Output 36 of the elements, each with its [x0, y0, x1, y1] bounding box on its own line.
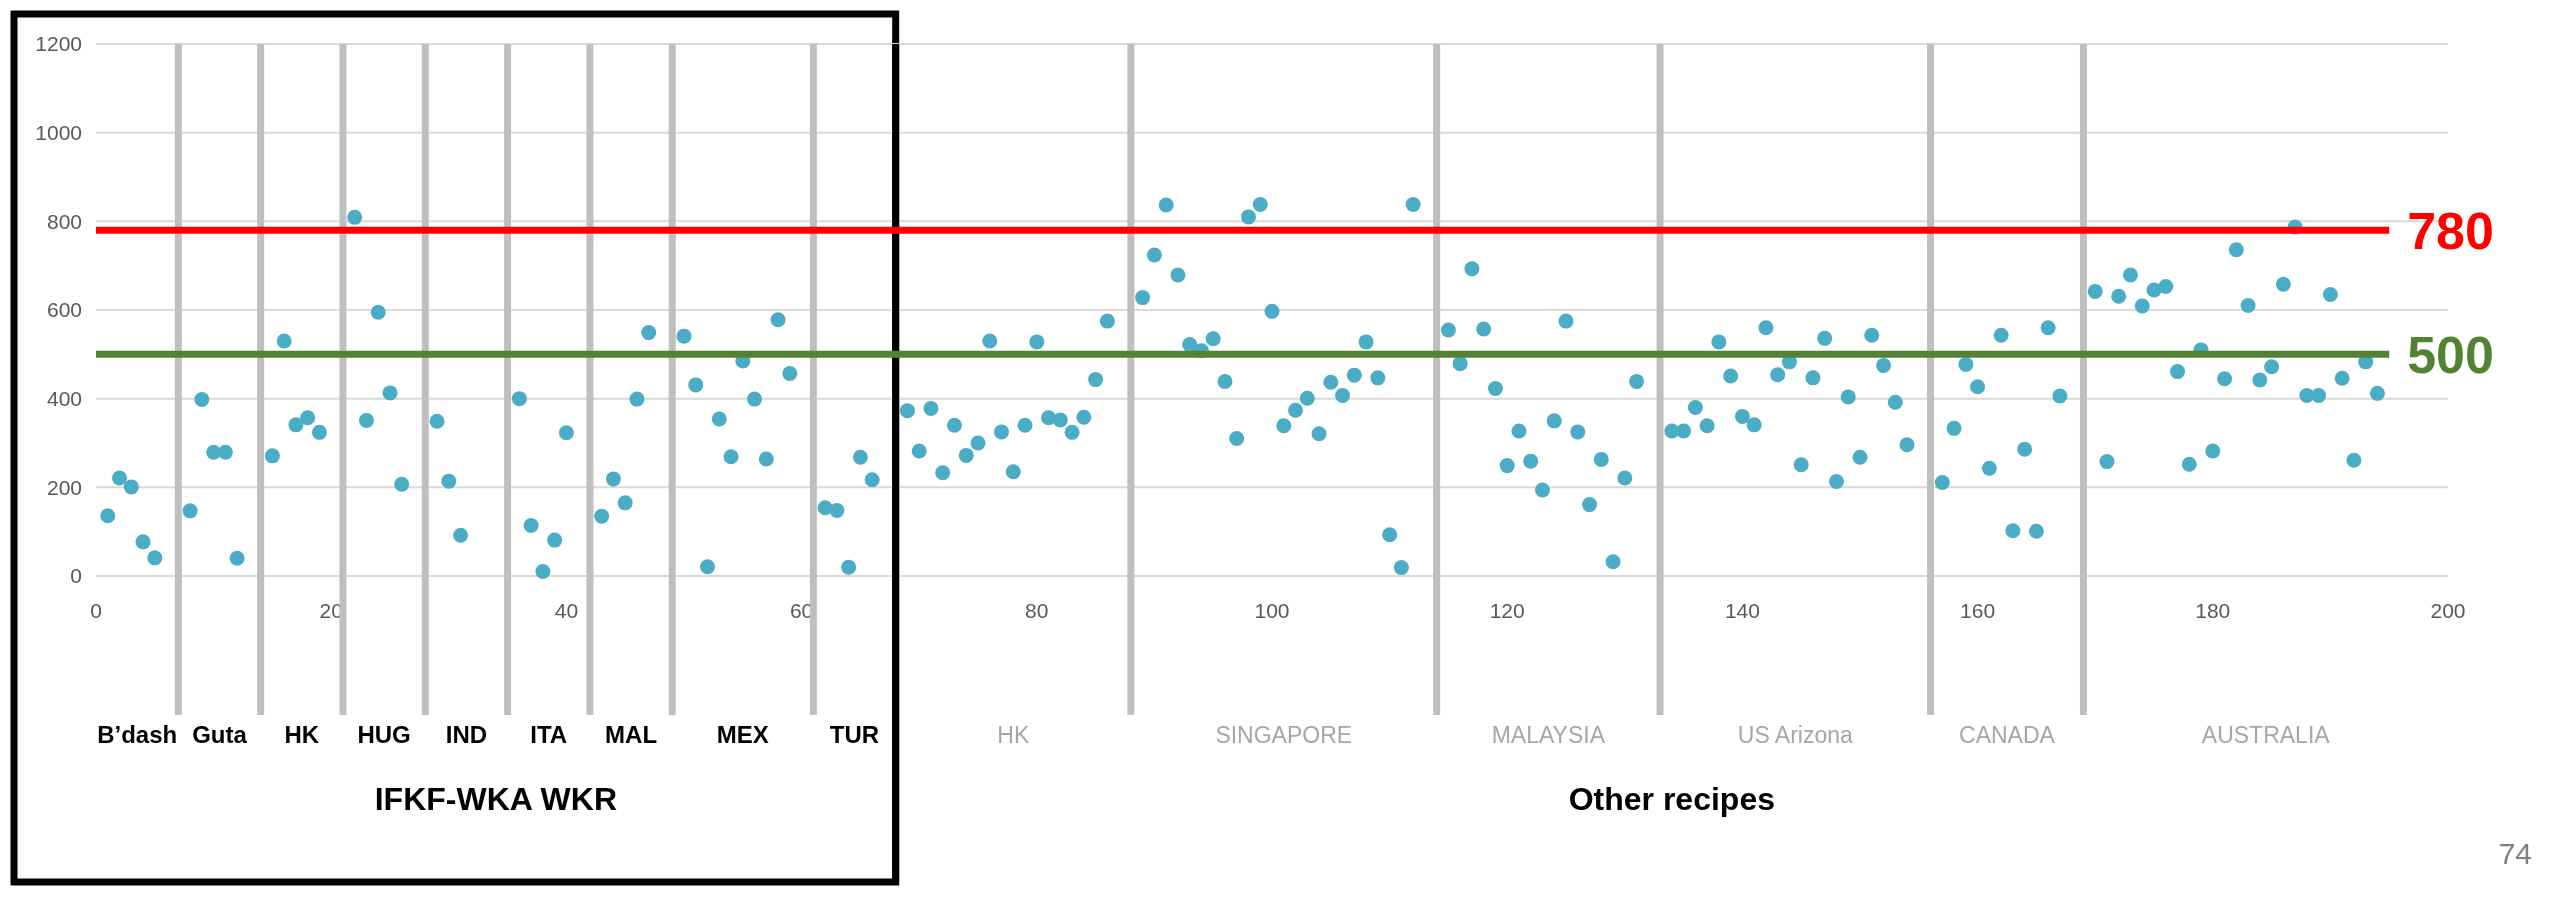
y-tick-label: 800	[46, 209, 82, 233]
x-tick-label: 40	[554, 599, 579, 622]
text: ITA	[530, 721, 568, 748]
text: IND	[445, 721, 488, 748]
text: MALAYSIA	[1491, 722, 1606, 748]
text: US Arizona	[1737, 722, 1854, 748]
x-tick-label: 80	[1025, 599, 1049, 622]
x-tick-label: 140	[1724, 599, 1760, 622]
x-tick-label: 0	[90, 599, 102, 622]
y-tick-label: 1000	[35, 121, 82, 145]
text: HK	[997, 722, 1030, 748]
y-tick-label: 200	[46, 475, 82, 499]
x-tick-label: 180	[2195, 599, 2231, 622]
text: HK	[284, 721, 320, 748]
text: Guta	[192, 721, 248, 748]
x-tick-label: 160	[1960, 599, 1996, 622]
y-tick-label: 1200	[35, 32, 82, 56]
x-tick-label: 100	[1254, 599, 1290, 622]
text: TUR	[829, 721, 880, 748]
text: HUG	[357, 721, 411, 748]
text: Other recipes	[1568, 781, 1775, 817]
text: 74	[2498, 837, 2532, 870]
text: MEX	[716, 721, 769, 748]
x-tick-label: 200	[2430, 599, 2466, 622]
text: IFKF-WKA WKR	[374, 781, 617, 817]
y-tick-label: 400	[46, 387, 82, 411]
y-tick-label: 600	[46, 298, 82, 322]
y-tick-label: 0	[70, 564, 82, 588]
x-tick-label: 120	[1489, 599, 1525, 622]
ref-line-label: 500	[2407, 326, 2494, 385]
text: CANADA	[1959, 722, 2056, 748]
text: B’dash	[97, 721, 178, 748]
ref-line-label: 780	[2407, 201, 2494, 260]
text: SINGAPORE	[1215, 722, 1353, 748]
text: MAL	[605, 721, 658, 748]
text: AUSTRALIA	[2201, 722, 2331, 748]
